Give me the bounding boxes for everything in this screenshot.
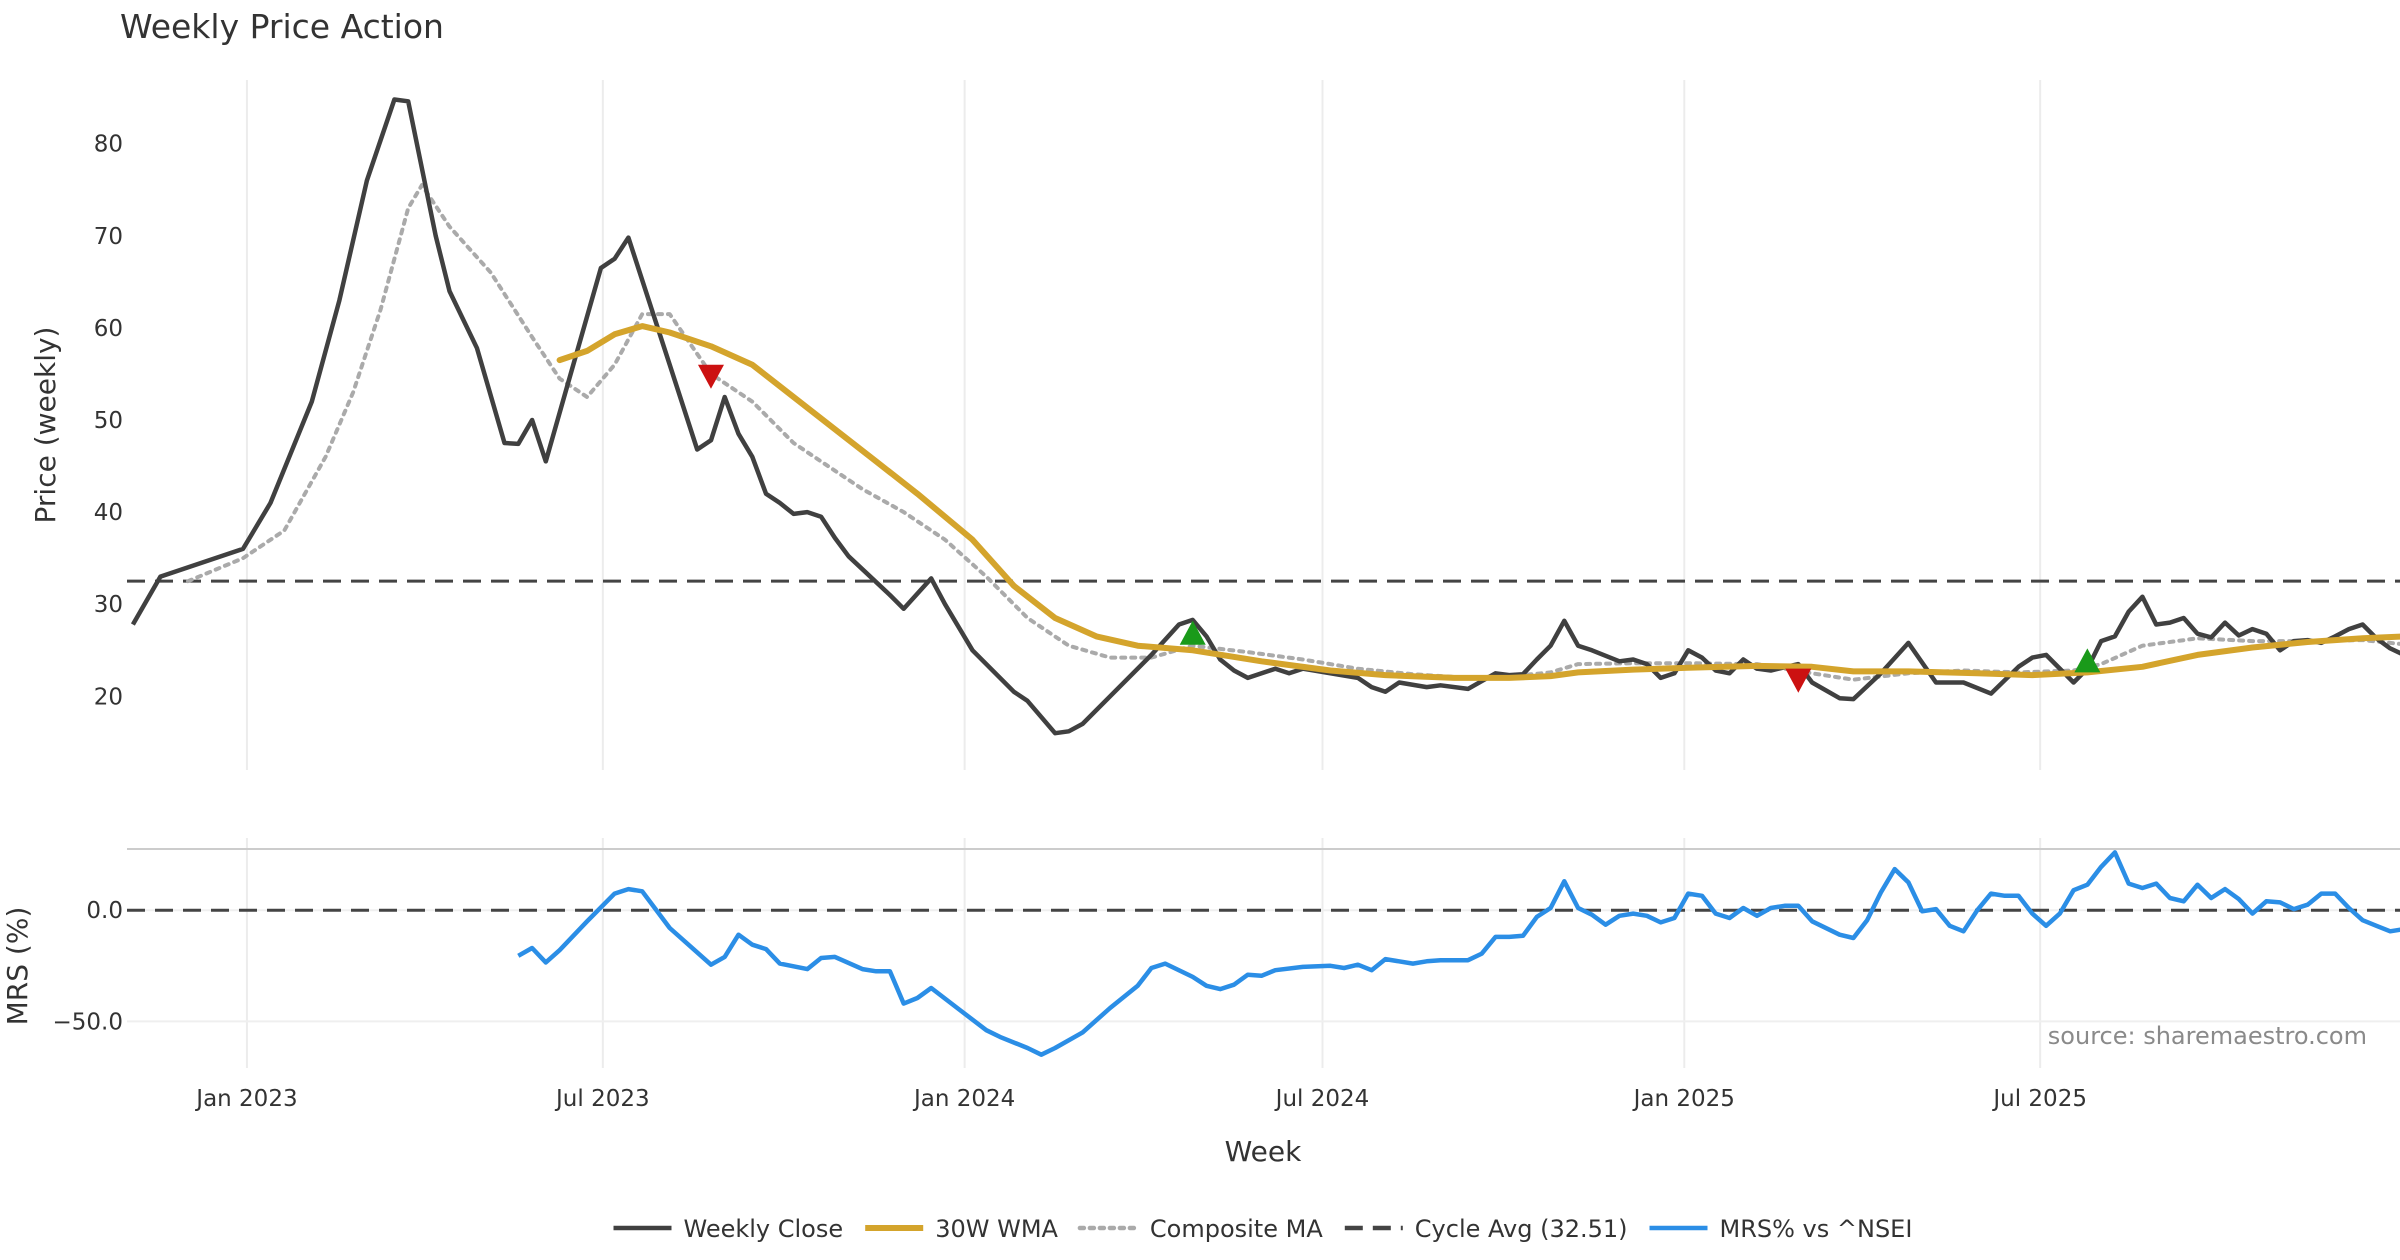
legend-label: Cycle Avg (32.51)	[1415, 1215, 1628, 1243]
price-y-axis-title: Price (weekly)	[29, 327, 62, 524]
mrs-line	[517, 850, 2400, 1057]
reference-lines	[127, 579, 2400, 912]
wma-30w-line	[556, 323, 2400, 681]
legend: Weekly Close 30W WMA Composite MA Cycle Avg…	[613, 1215, 1913, 1243]
mrs-y-tick-label: 0.0	[86, 898, 123, 924]
price-y-tick-label: 70	[94, 224, 123, 250]
sell-signal-marker	[697, 364, 724, 389]
chart-title: Weekly Price Action	[120, 7, 444, 46]
legend-item: Weekly Close	[613, 1215, 844, 1243]
x-tick-label: Jan 2024	[912, 1086, 1015, 1112]
series-layer	[130, 97, 2400, 1057]
buy-signal-marker	[2074, 648, 2101, 673]
price-y-tick-label: 40	[94, 500, 123, 526]
legend-label: MRS% vs ^NSEI	[1720, 1215, 1913, 1243]
legend-label: 30W WMA	[935, 1215, 1058, 1243]
x-tick-label: Jul 2025	[1991, 1086, 2087, 1112]
axis-labels: Jan 2023 Jul 2023 Jan 2024 Jul 2024 Jan 2025…	[53, 132, 2087, 1112]
legend-item: 30W WMA	[865, 1215, 1059, 1243]
composite-ma-line	[186, 183, 2400, 682]
legend-item: Composite MA	[1077, 1215, 1323, 1243]
signal-markers	[697, 364, 2101, 693]
price-y-tick-label: 50	[94, 408, 123, 434]
weekly-close-line	[130, 97, 2400, 736]
price-y-tick-label: 20	[94, 684, 123, 710]
grid-layer	[127, 80, 2400, 1068]
legend-label: Weekly Close	[684, 1215, 844, 1243]
x-tick-label: Jul 2023	[554, 1086, 650, 1112]
x-tick-label: Jul 2024	[1274, 1086, 1370, 1112]
source-credit: source: sharemaestro.com	[2048, 1022, 2367, 1050]
price-y-tick-label: 60	[94, 316, 123, 342]
sell-signal-marker	[1785, 668, 1812, 693]
x-tick-label: Jan 2023	[194, 1086, 297, 1112]
legend-item: Cycle Avg (32.51)	[1344, 1215, 1628, 1243]
legend-item: MRS% vs ^NSEI	[1649, 1215, 1913, 1243]
x-axis-title: Week	[1225, 1135, 1302, 1168]
mrs-y-axis-title: MRS (%)	[1, 907, 34, 1026]
mrs-y-tick-label: −50.0	[53, 1009, 123, 1035]
legend-label: Composite MA	[1150, 1215, 1323, 1243]
price-y-tick-label: 80	[94, 132, 123, 158]
price-y-tick-label: 30	[94, 592, 123, 618]
buy-signal-marker	[1179, 620, 1206, 645]
x-tick-label: Jan 2025	[1632, 1086, 1735, 1112]
